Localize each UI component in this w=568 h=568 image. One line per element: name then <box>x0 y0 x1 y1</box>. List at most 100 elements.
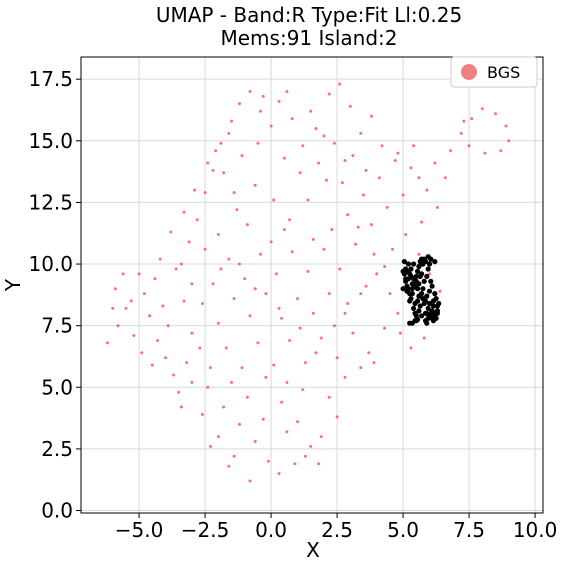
member-point <box>429 315 435 321</box>
x-tick-label: 5.0 <box>387 518 419 542</box>
bgs-point <box>499 149 503 153</box>
x-tick-label: −2.5 <box>181 518 230 542</box>
bgs-point <box>248 90 252 93</box>
bgs-point <box>293 462 297 466</box>
bgs-point <box>391 247 394 251</box>
bgs-point <box>200 302 204 305</box>
bgs-point <box>198 346 202 350</box>
bgs-point <box>404 233 408 236</box>
bgs-point <box>417 252 421 256</box>
y-tick-label: 0.0 <box>41 499 73 523</box>
bgs-point <box>235 208 239 212</box>
bgs-point <box>259 109 262 113</box>
member-point <box>419 271 425 277</box>
bgs-point <box>140 351 144 355</box>
bgs-point <box>422 336 426 340</box>
bgs-point <box>219 267 223 271</box>
bgs-point <box>116 324 120 328</box>
bgs-point <box>216 435 220 439</box>
bgs-point <box>169 230 173 234</box>
bgs-point <box>232 454 236 458</box>
bgs-point <box>282 156 286 160</box>
bgs-point <box>327 395 331 399</box>
bgs-point <box>327 292 331 296</box>
bgs-point <box>388 292 392 296</box>
bgs-point <box>303 361 307 365</box>
bgs-point <box>166 324 170 328</box>
bgs-point <box>322 247 326 251</box>
member-point <box>426 300 433 307</box>
x-tick-label: 10.0 <box>513 518 558 542</box>
bgs-point <box>248 314 252 318</box>
bgs-point <box>380 144 384 148</box>
bgs-point <box>369 114 373 118</box>
member-point <box>426 288 433 294</box>
bgs-point <box>364 168 368 172</box>
bgs-point <box>171 373 175 377</box>
bgs-point <box>467 144 471 148</box>
y-tick-label: 7.5 <box>41 314 73 338</box>
y-tick-label: 2.5 <box>41 437 73 461</box>
x-tick-label: 0.0 <box>255 518 287 542</box>
bgs-point <box>443 176 447 180</box>
bgs-point <box>338 267 342 271</box>
x-axis-ticks: −5.0 −2.5 0.0 2.5 5.0 7.5 10.0 <box>115 513 558 542</box>
bgs-point <box>494 112 497 116</box>
bgs-point <box>164 356 167 360</box>
bgs-point <box>335 356 339 360</box>
bgs-point <box>303 454 307 458</box>
bgs-point <box>190 282 194 286</box>
bgs-point <box>174 267 178 271</box>
bgs-point <box>111 306 115 310</box>
bgs-point <box>185 361 189 365</box>
bgs-point <box>285 380 289 384</box>
bgs-point <box>309 109 313 113</box>
bgs-point <box>311 237 315 241</box>
member-point <box>405 261 411 267</box>
bgs-point <box>161 304 165 308</box>
member-point <box>426 261 433 267</box>
member-point <box>425 266 431 272</box>
bgs-point <box>314 127 318 130</box>
bgs-point <box>269 240 273 244</box>
member-point <box>424 293 430 299</box>
bgs-point <box>327 92 331 96</box>
member-point <box>415 268 421 274</box>
member-point <box>430 298 436 304</box>
member-point <box>417 303 423 309</box>
bgs-point <box>253 183 257 187</box>
bgs-point <box>396 151 400 155</box>
y-axis-ticks: 0.0 2.5 5.0 7.5 10.0 12.5 15.0 17.5 <box>28 67 81 523</box>
bgs-point <box>317 462 321 466</box>
bgs-point <box>256 341 260 345</box>
chart-title-line1: UMAP - Band:R Type:Fit Ll:0.25 <box>156 3 462 27</box>
bgs-point <box>227 257 231 261</box>
bgs-point <box>227 131 231 135</box>
bgs-point <box>375 272 379 276</box>
bgs-point <box>306 269 310 273</box>
bgs-point <box>266 459 270 463</box>
bgs-point <box>367 351 371 355</box>
bgs-point <box>435 205 439 209</box>
bgs-point <box>280 316 284 320</box>
bgs-point <box>290 250 294 254</box>
bgs-point <box>277 99 281 103</box>
bgs-point <box>325 178 328 182</box>
member-point <box>436 300 442 307</box>
member-point <box>422 318 429 324</box>
member-point <box>409 286 415 292</box>
bgs-point <box>245 395 249 399</box>
bgs-point <box>216 321 220 325</box>
bgs-point <box>190 380 194 384</box>
bgs-point <box>208 366 212 370</box>
bgs-point <box>459 131 463 135</box>
bgs-point <box>428 272 431 276</box>
bgs-point <box>158 257 162 261</box>
legend: BGS <box>450 56 538 88</box>
bgs-point <box>319 336 323 340</box>
member-point <box>417 259 423 265</box>
bgs-point <box>354 242 358 246</box>
bgs-point <box>409 166 413 170</box>
bgs-point <box>269 124 273 128</box>
